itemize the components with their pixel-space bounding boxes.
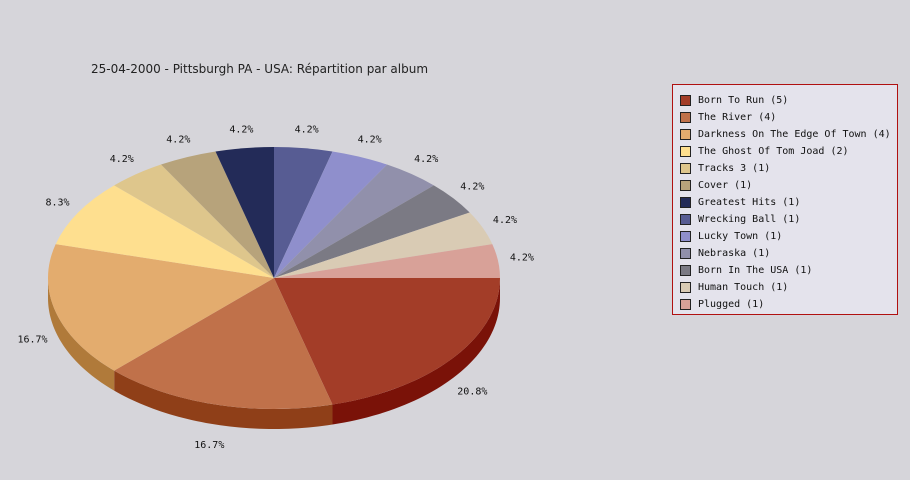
legend-item: The River (4): [680, 109, 897, 126]
legend-item: Human Touch (1): [680, 279, 897, 296]
pie-slice: [215, 146, 274, 278]
legend-item: Born To Run (5): [680, 92, 897, 109]
pie-slice: [114, 278, 333, 410]
legend-swatch: [680, 146, 691, 157]
legend-label: Tracks 3 (1): [698, 163, 771, 174]
legend-label: Wrecking Ball (1): [698, 214, 801, 225]
legend-swatch: [680, 248, 691, 259]
legend-label: Plugged (1): [698, 299, 765, 310]
legend-swatch: [680, 112, 691, 123]
slice-percent-label: 16.7%: [17, 335, 47, 346]
slice-percent-label: 4.2%: [460, 181, 484, 192]
legend-item: Wrecking Ball (1): [680, 211, 897, 228]
legend-item: Tracks 3 (1): [680, 160, 897, 177]
slice-percent-label: 4.2%: [110, 154, 134, 165]
pie-slice: [274, 151, 387, 278]
slice-percent-label: 8.3%: [45, 198, 69, 209]
slice-percent-label: 4.2%: [510, 253, 534, 264]
pie-slice-side: [114, 370, 333, 429]
pie-slice: [274, 164, 434, 278]
legend-swatch: [680, 129, 691, 140]
pie-slice-side: [48, 278, 115, 391]
pie-slice: [274, 212, 493, 278]
pie-slice: [114, 164, 274, 278]
legend-item: Lucky Town (1): [680, 228, 897, 245]
chart-title: 25-04-2000 - Pittsburgh PA - USA: Répart…: [91, 62, 429, 76]
legend-swatch: [680, 282, 691, 293]
pie-slice: [274, 146, 333, 278]
legend-swatch: [680, 163, 691, 174]
legend-label: Greatest Hits (1): [698, 197, 801, 208]
slice-percent-label: 4.2%: [295, 124, 319, 135]
slice-percent-label: 20.8%: [457, 387, 487, 398]
legend-label: The River (4): [698, 112, 777, 123]
pie-slice: [55, 185, 275, 278]
legend-label: The Ghost Of Tom Joad (2): [698, 146, 849, 157]
legend-item: Nebraska (1): [680, 245, 897, 262]
pie-slice: [274, 185, 470, 278]
pie-slice-side: [332, 278, 500, 425]
legend-item: Born In The USA (1): [680, 262, 897, 279]
legend-swatch: [680, 95, 691, 106]
slice-percent-label: 4.2%: [493, 215, 517, 226]
legend-item: Darkness On The Edge Of Town (4): [680, 126, 897, 143]
legend-item: Cover (1): [680, 177, 897, 194]
pie-slice: [47, 244, 275, 371]
slice-percent-label: 4.2%: [166, 134, 190, 145]
legend-item: Plugged (1): [680, 296, 897, 313]
chart-legend: Born To Run (5) The River (4) Darkness On …: [672, 84, 898, 315]
legend-label: Born To Run (5): [698, 95, 789, 106]
legend-label: Darkness On The Edge Of Town (4): [698, 129, 891, 140]
legend-swatch: [680, 197, 691, 208]
legend-label: Cover (1): [698, 180, 753, 191]
legend-item: The Ghost Of Tom Joad (2): [680, 143, 897, 160]
legend-label: Born In The USA (1): [698, 265, 813, 276]
pie-slice: [274, 244, 500, 278]
legend-swatch: [680, 231, 691, 242]
legend-swatch: [680, 265, 691, 276]
legend-label: Nebraska (1): [698, 248, 771, 259]
legend-swatch: [680, 214, 691, 225]
slice-percent-label: 4.2%: [414, 154, 438, 165]
legend-swatch: [680, 180, 691, 191]
legend-label: Human Touch (1): [698, 282, 789, 293]
pie-slice: [274, 278, 500, 405]
legend-label: Lucky Town (1): [698, 231, 783, 242]
legend-item: Greatest Hits (1): [680, 194, 897, 211]
pie-slice: [161, 151, 274, 278]
legend-swatch: [680, 299, 691, 310]
slice-percent-label: 4.2%: [358, 134, 382, 145]
slice-percent-label: 4.2%: [229, 124, 253, 135]
slice-percent-label: 16.7%: [194, 440, 224, 451]
